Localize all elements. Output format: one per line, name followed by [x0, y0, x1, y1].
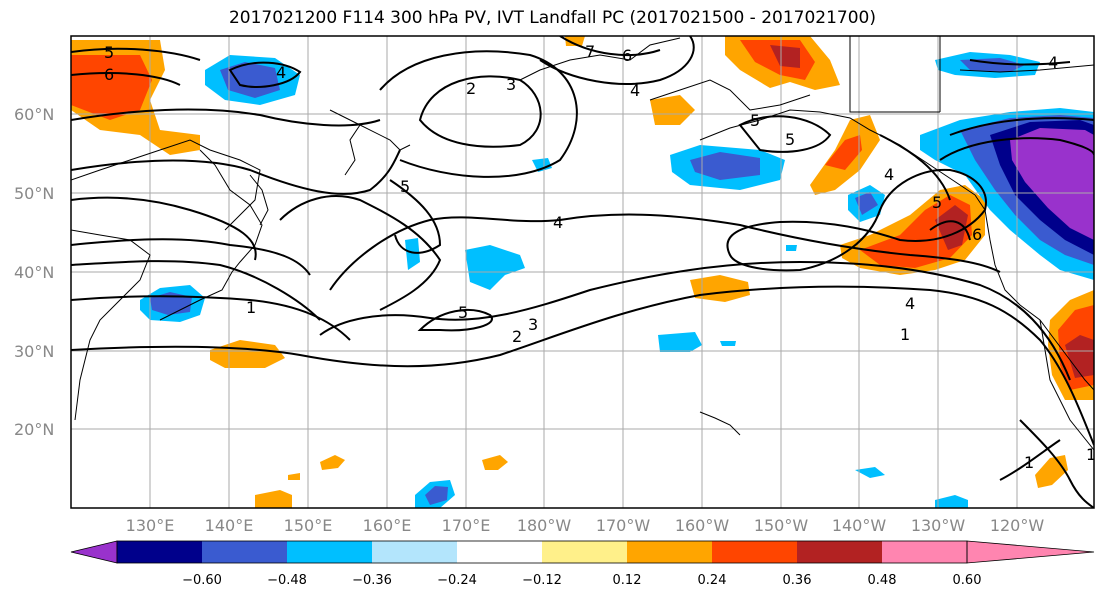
- colorbar-segment: [627, 541, 712, 563]
- contour-label: 5: [104, 43, 114, 62]
- lon-label: 140°W: [832, 516, 887, 535]
- contour-label: 5: [750, 111, 760, 130]
- contour-label: 5: [400, 177, 410, 196]
- anomaly-shading: [71, 36, 1094, 508]
- contour-label: 3: [528, 315, 538, 334]
- colorbar-segment: [542, 541, 627, 563]
- colorbar-segment: [202, 541, 287, 563]
- colorbar-tick-label: 0.60: [953, 573, 982, 588]
- lon-label: 150°W: [754, 516, 809, 535]
- colorbar-segment: [882, 541, 967, 563]
- colorbar-extend-max: [966, 540, 1095, 564]
- colorbar-tick-label: 0.36: [783, 573, 812, 588]
- contour-label: 4: [630, 81, 640, 100]
- lon-label: 140°E: [205, 516, 254, 535]
- contour-label: 5: [932, 193, 942, 212]
- contour-label: 6: [622, 46, 632, 65]
- contour-label: 4: [553, 213, 563, 232]
- contour-label: 3: [506, 75, 516, 94]
- contour-label: 2: [512, 327, 522, 346]
- colorbar-tick-label: −0.48: [267, 573, 307, 588]
- map-frame: [70, 35, 1095, 509]
- colorbar: −0.60 −0.48 −0.36 −0.24 −0.12 0.12 0.24 …: [70, 540, 1095, 588]
- contour-label: 6: [972, 225, 982, 244]
- contour-label: 5: [458, 303, 468, 322]
- colorbar-tick-label: −0.12: [522, 573, 562, 588]
- colorbar-extend-min: [70, 540, 118, 564]
- contour-label: 6: [104, 65, 114, 84]
- contour-label: 1: [1024, 453, 1034, 472]
- lon-label: 130°E: [126, 516, 175, 535]
- contour-label: 4: [884, 165, 894, 184]
- colorbar-segment: [287, 541, 372, 563]
- colorbar-tick-label: 0.48: [868, 573, 897, 588]
- lon-label: 160°E: [363, 516, 412, 535]
- colorbar-tick-label: −0.60: [182, 573, 222, 588]
- contour-label: 4: [276, 63, 286, 82]
- lon-label: 120°W: [990, 516, 1045, 535]
- lat-label: 60°N: [14, 105, 54, 124]
- lon-label: 150°E: [284, 516, 333, 535]
- colorbar-tick-label: 0.12: [613, 573, 642, 588]
- lat-label: 50°N: [14, 184, 54, 203]
- lon-labels: 130°E 140°E 150°E 160°E 170°E 180°W 170°…: [126, 516, 1045, 535]
- contour-label: 1: [1086, 445, 1096, 464]
- map-title: 2017021200 F114 300 hPa PV, IVT Landfall…: [228, 8, 876, 28]
- contour-label: 5: [785, 130, 795, 149]
- colorbar-segment: [457, 541, 542, 563]
- contour-label: 1: [900, 325, 910, 344]
- contour-label: 1: [246, 298, 256, 317]
- lat-label: 20°N: [14, 420, 54, 439]
- lat-labels: 60°N 50°N 40°N 30°N 20°N: [14, 105, 54, 439]
- pv-contours: [71, 36, 1094, 508]
- contour-label: 2: [466, 79, 476, 98]
- colorbar-segment: [117, 541, 202, 563]
- contour-labels: 5 6 4 2 3 7 6 4 5 4 5 1 5 3 2 4 1 4 5 6 …: [104, 42, 1096, 472]
- contour-label: 4: [905, 294, 915, 313]
- contour-label: 4: [1048, 53, 1058, 72]
- lon-label: 170°W: [596, 516, 651, 535]
- colorbar-tick-label: 0.24: [698, 573, 727, 588]
- lat-label: 40°N: [14, 263, 54, 282]
- colorbar-segment: [712, 541, 797, 563]
- lat-label: 30°N: [14, 342, 54, 361]
- colorbar-segment: [372, 541, 457, 563]
- lon-label: 160°W: [675, 516, 730, 535]
- colorbar-tick-label: −0.24: [437, 573, 477, 588]
- lon-label: 130°W: [911, 516, 966, 535]
- contour-label: 7: [585, 42, 595, 61]
- colorbar-segment: [797, 541, 882, 563]
- colorbar-tick-label: −0.36: [352, 573, 392, 588]
- lon-label: 180°W: [517, 516, 572, 535]
- lon-label: 170°E: [442, 516, 491, 535]
